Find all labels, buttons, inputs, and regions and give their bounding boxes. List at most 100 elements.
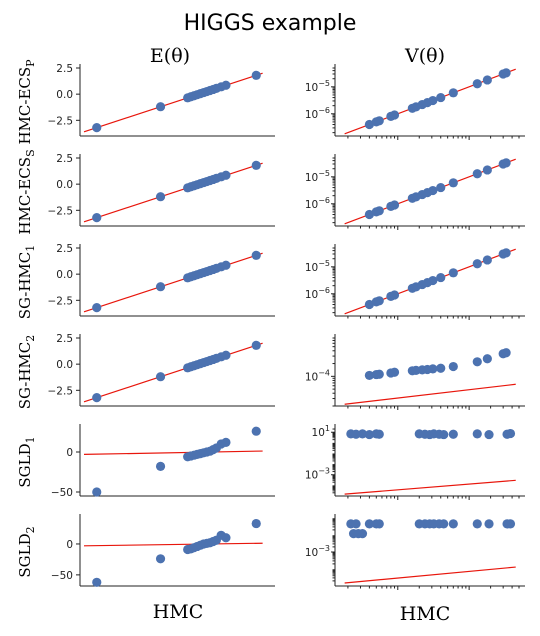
y-tick-base: 0 [66, 447, 73, 459]
fit-line [83, 72, 263, 133]
fit-line [83, 542, 263, 547]
data-point [472, 357, 482, 367]
row-label-subscript: 2 [24, 526, 37, 533]
panel-2-variance: 10−510−6 [305, 154, 525, 230]
panel-1-mean: HMC-ECSP 2.5 0.0 −2.5 [16, 59, 275, 145]
data-point [505, 428, 516, 439]
data-point [374, 296, 384, 306]
y-tick-label: 10−4 [305, 368, 330, 383]
row-label-name: HMC-ECS [16, 157, 34, 235]
y-tick-label: 0.0 [56, 89, 73, 101]
y-tick-label: −2.5 [48, 295, 74, 307]
data-point [448, 178, 458, 188]
y-tick-base: 2.5 [56, 243, 73, 255]
panel-5-mean: SGLD1 0 −50 [16, 424, 275, 499]
data-point [436, 363, 446, 373]
y-tick-base: −2.5 [48, 115, 74, 127]
data-point [436, 272, 446, 283]
row-label: SGLD1 [16, 436, 37, 487]
y-tick-exponent: −5 [318, 259, 330, 268]
data-point [221, 437, 231, 447]
data-point [374, 206, 384, 216]
y-tick-label: 10−5 [305, 169, 330, 184]
row-label: SG-HMC2 [16, 335, 37, 410]
row-label: HMC-ECSP [16, 59, 37, 145]
row-label-name: HMC-ECS [16, 67, 34, 145]
data-point [221, 170, 231, 180]
data-point [448, 88, 458, 98]
data-point [448, 361, 458, 372]
y-tick-base: 2.5 [56, 63, 73, 75]
data-point [501, 248, 511, 258]
y-tick-base: −50 [51, 570, 73, 582]
data-point [364, 429, 374, 440]
data-point [374, 116, 384, 126]
data-point [155, 372, 166, 382]
y-tick-label: 10−5 [305, 259, 330, 274]
data-point [428, 185, 438, 196]
y-tick-label: 10−6 [305, 196, 330, 211]
row-label-subscript: 1 [24, 436, 37, 443]
y-tick-base: 0.0 [56, 269, 73, 281]
row-label: SG-HMC1 [16, 245, 37, 320]
y-tick-label: 10−3 [305, 544, 330, 559]
data-point [436, 92, 446, 103]
panel-6-variance: 10−3 [305, 514, 525, 590]
y-tick-base: 0.0 [56, 179, 73, 191]
data-point [472, 259, 482, 269]
column-title-variance: V(θ) [404, 45, 445, 67]
y-tick-label: 10−6 [305, 286, 330, 301]
data-point [448, 268, 458, 278]
y-tick-base: −2.5 [48, 385, 74, 397]
y-tick-label: 10−6 [305, 106, 330, 121]
y-tick-label: 0 [66, 539, 73, 551]
data-point [501, 68, 511, 78]
y-tick-label: 0.0 [56, 269, 73, 281]
data-point [155, 554, 166, 564]
fit-line [344, 566, 516, 584]
row-label-name: SGLD [16, 443, 34, 487]
data-point [357, 529, 368, 539]
panel-4-mean: SG-HMC2 2.5 0.0 −2.5 [16, 333, 275, 409]
y-tick-label: −2.5 [48, 205, 74, 217]
y-tick-exponent: −5 [318, 79, 330, 88]
panel-3-variance: 10−5 10−6 [305, 244, 525, 320]
data-point [472, 169, 482, 179]
data-point [251, 518, 261, 529]
y-tick-base: 2.5 [56, 153, 73, 165]
y-tick-base: −2.5 [48, 295, 74, 307]
y-tick-label: 0 [66, 447, 73, 459]
y-tick-base: 0.0 [56, 359, 73, 371]
data-point [448, 519, 458, 529]
panel-4-variance: 10−4 [305, 334, 525, 410]
y-tick-base: 10 [312, 427, 325, 439]
y-tick-label: 2.5 [56, 243, 73, 255]
y-tick-label: 10−3 [305, 467, 330, 482]
data-point [501, 348, 511, 358]
data-point [221, 80, 231, 90]
data-point [505, 519, 516, 529]
data-point [155, 282, 166, 292]
y-tick-label: 2.5 [56, 63, 73, 75]
data-point [92, 577, 102, 587]
data-point [357, 429, 368, 439]
data-point [351, 519, 361, 529]
fit-line [344, 383, 516, 405]
y-tick-label: 0.0 [56, 359, 73, 371]
y-tick-base: 0 [66, 539, 73, 551]
fit-line [83, 252, 263, 313]
panel-6-mean: SGLD2 0 −50 [16, 514, 275, 587]
data-point [389, 290, 400, 300]
fit-line [83, 342, 263, 403]
data-point [428, 364, 438, 374]
y-tick-label: −50 [51, 487, 73, 499]
row-label-subscript: 1 [24, 245, 37, 252]
panel-3-mean: SG-HMC1 2.5 0.0 −2.5 [16, 243, 275, 319]
y-tick-base: 10 [305, 199, 318, 211]
y-tick-exponent: −5 [318, 169, 330, 178]
row-label-name: SGLD [16, 533, 34, 577]
data-point [251, 70, 261, 80]
